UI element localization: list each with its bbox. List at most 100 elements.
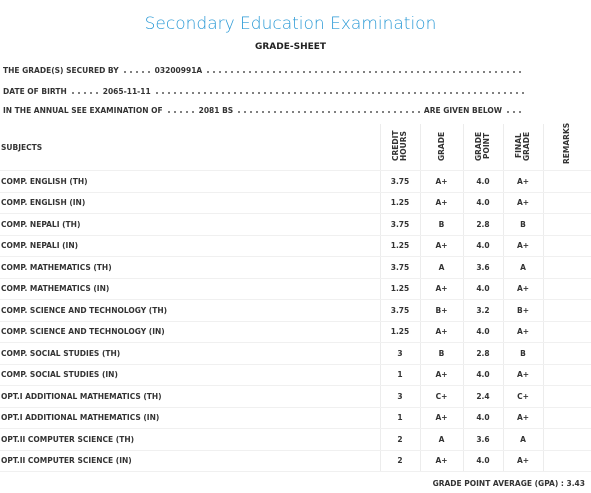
column-header: SUBJECTS [0, 124, 380, 171]
cell: 4.0 [462, 321, 503, 343]
cell: A+ [502, 192, 543, 214]
column-label: FINAL GRADE [514, 131, 531, 161]
subject-row: COMP. SCIENCE AND TECHNOLOGY (TH) 3.75 B+ 3… [0, 299, 591, 322]
subject-row: OPT.II COMPUTER SCIENCE (TH) 2 A 3.6 A [0, 428, 591, 451]
cell: B+ [419, 299, 463, 322]
cell: C+ [502, 385, 543, 408]
cell [542, 235, 591, 257]
title: Secondary Education Examination [144, 14, 437, 34]
cell [542, 321, 591, 343]
subject-row: COMP. MATHEMATICS (IN) 1.25 A+ 4.0 A+ [0, 278, 591, 300]
cell: COMP. ENGLISH (TH) [0, 170, 380, 193]
info-line: THE GRADE(S) SECURED BY 03200991A [3, 66, 528, 75]
cell: 2.8 [462, 213, 503, 236]
cell [542, 299, 591, 322]
column-label: REMARKS [562, 122, 572, 164]
cell: C+ [419, 385, 463, 408]
info-label: DATE OF BIRTH [3, 87, 67, 96]
cell: COMP. SOCIAL STUDIES (IN) [0, 364, 380, 386]
cell: A [419, 256, 463, 279]
cell: COMP. SCIENCE AND TECHNOLOGY (IN) [0, 321, 380, 343]
cell: 3 [379, 385, 420, 408]
cell: 4.0 [462, 278, 503, 300]
cell [542, 192, 591, 214]
cell [542, 213, 591, 236]
cell: 1.25 [379, 235, 420, 257]
cell: 3.75 [379, 170, 420, 193]
info-line: IN THE ANNUAL SEE EXAMINATION OF 2081 BS… [3, 106, 528, 115]
cell: A+ [502, 450, 543, 472]
cell: A [419, 428, 463, 451]
cell: 4.0 [462, 170, 503, 193]
cell: COMP. NEPALI (TH) [0, 213, 380, 236]
subject-row: COMP. SOCIAL STUDIES (IN) 1 A+ 4.0 A+ [0, 364, 591, 386]
subject-row: COMP. MATHEMATICS (TH) 3.75 A 3.6 A [0, 256, 591, 279]
cell: A+ [419, 235, 463, 257]
cell: OPT.II COMPUTER SCIENCE (IN) [0, 450, 380, 472]
cell: 3.6 [462, 256, 503, 279]
cell: 2.4 [462, 385, 503, 408]
info-value: 2065-11-11 [102, 87, 151, 96]
cell [542, 407, 591, 429]
cell: 3.6 [462, 428, 503, 451]
cell: 3.2 [462, 299, 503, 322]
cell: 4.0 [462, 235, 503, 257]
subject-row: COMP. ENGLISH (IN) 1.25 A+ 4.0 A+ [0, 192, 591, 214]
subject-row: OPT.II COMPUTER SCIENCE (IN) 2 A+ 4.0 A+ [0, 450, 591, 472]
cell: 3.75 [379, 256, 420, 279]
column-header: GRADE [419, 124, 463, 171]
gpa-value: 3.43 [566, 479, 585, 488]
cell: A [502, 256, 543, 279]
header-row: SUBJECTS CREDIT HOURS GRADE GRADE POINT FINA… [0, 122, 591, 171]
cell: 1.25 [379, 278, 420, 300]
info-value: 03200991A [154, 66, 203, 75]
cell: COMP. NEPALI (IN) [0, 235, 380, 257]
subject-row: COMP. ENGLISH (TH) 3.75 A+ 4.0 A+ [0, 170, 591, 193]
subject-row: COMP. NEPALI (TH) 3.75 B 2.8 B [0, 213, 591, 236]
info-line: DATE OF BIRTH 2065-11-11 [3, 87, 528, 96]
cell: 1 [379, 407, 420, 429]
column-header: REMARKS [542, 122, 591, 171]
gpa: GRADE POINT AVERAGE (GPA) : 3.43 [433, 479, 585, 488]
cell: 4.0 [462, 407, 503, 429]
cell: A+ [419, 321, 463, 343]
column-header: GRADE POINT [462, 124, 503, 171]
grade-table: SUBJECTS CREDIT HOURS GRADE GRADE POINT FINA… [0, 122, 591, 472]
cell: OPT.I ADDITIONAL MATHEMATICS (IN) [0, 407, 380, 429]
column-header: CREDIT HOURS [379, 124, 420, 171]
cell: A+ [419, 407, 463, 429]
cell [542, 450, 591, 472]
column-label: GRADE POINT [474, 131, 491, 161]
cell: B [502, 342, 543, 365]
info-value: 2081 BS [198, 106, 234, 115]
cell: 3.75 [379, 299, 420, 322]
cell: 3 [379, 342, 420, 365]
subject-row: OPT.I ADDITIONAL MATHEMATICS (IN) 1 A+ 4.0 A… [0, 407, 591, 429]
cell: OPT.I ADDITIONAL MATHEMATICS (TH) [0, 385, 380, 408]
cell [542, 170, 591, 193]
subject-row: COMP. SOCIAL STUDIES (TH) 3 B 2.8 B [0, 342, 591, 365]
cell: A+ [502, 278, 543, 300]
subtitle: GRADE-SHEET [254, 42, 327, 52]
cell: 1.25 [379, 321, 420, 343]
cell: B [502, 213, 543, 236]
cell: A+ [419, 170, 463, 193]
cell: 4.0 [462, 192, 503, 214]
info-suffix: ARE GIVEN BELOW [423, 106, 502, 115]
cell [542, 256, 591, 279]
subject-row: OPT.I ADDITIONAL MATHEMATICS (TH) 3 C+ 2.4 C… [0, 385, 591, 408]
column-label: SUBJECTS [1, 142, 43, 152]
cell: A+ [502, 170, 543, 193]
cell: A+ [502, 407, 543, 429]
cell: A+ [502, 364, 543, 386]
cell: 3.75 [379, 213, 420, 236]
cell: 4.0 [462, 364, 503, 386]
gpa-label: GRADE POINT AVERAGE (GPA) : [432, 479, 564, 488]
info-label: THE GRADE(S) SECURED BY [3, 66, 119, 75]
cell: A+ [502, 321, 543, 343]
cell: A [502, 428, 543, 451]
cell: 2.8 [462, 342, 503, 365]
cell: A+ [419, 364, 463, 386]
cell: B+ [502, 299, 543, 322]
